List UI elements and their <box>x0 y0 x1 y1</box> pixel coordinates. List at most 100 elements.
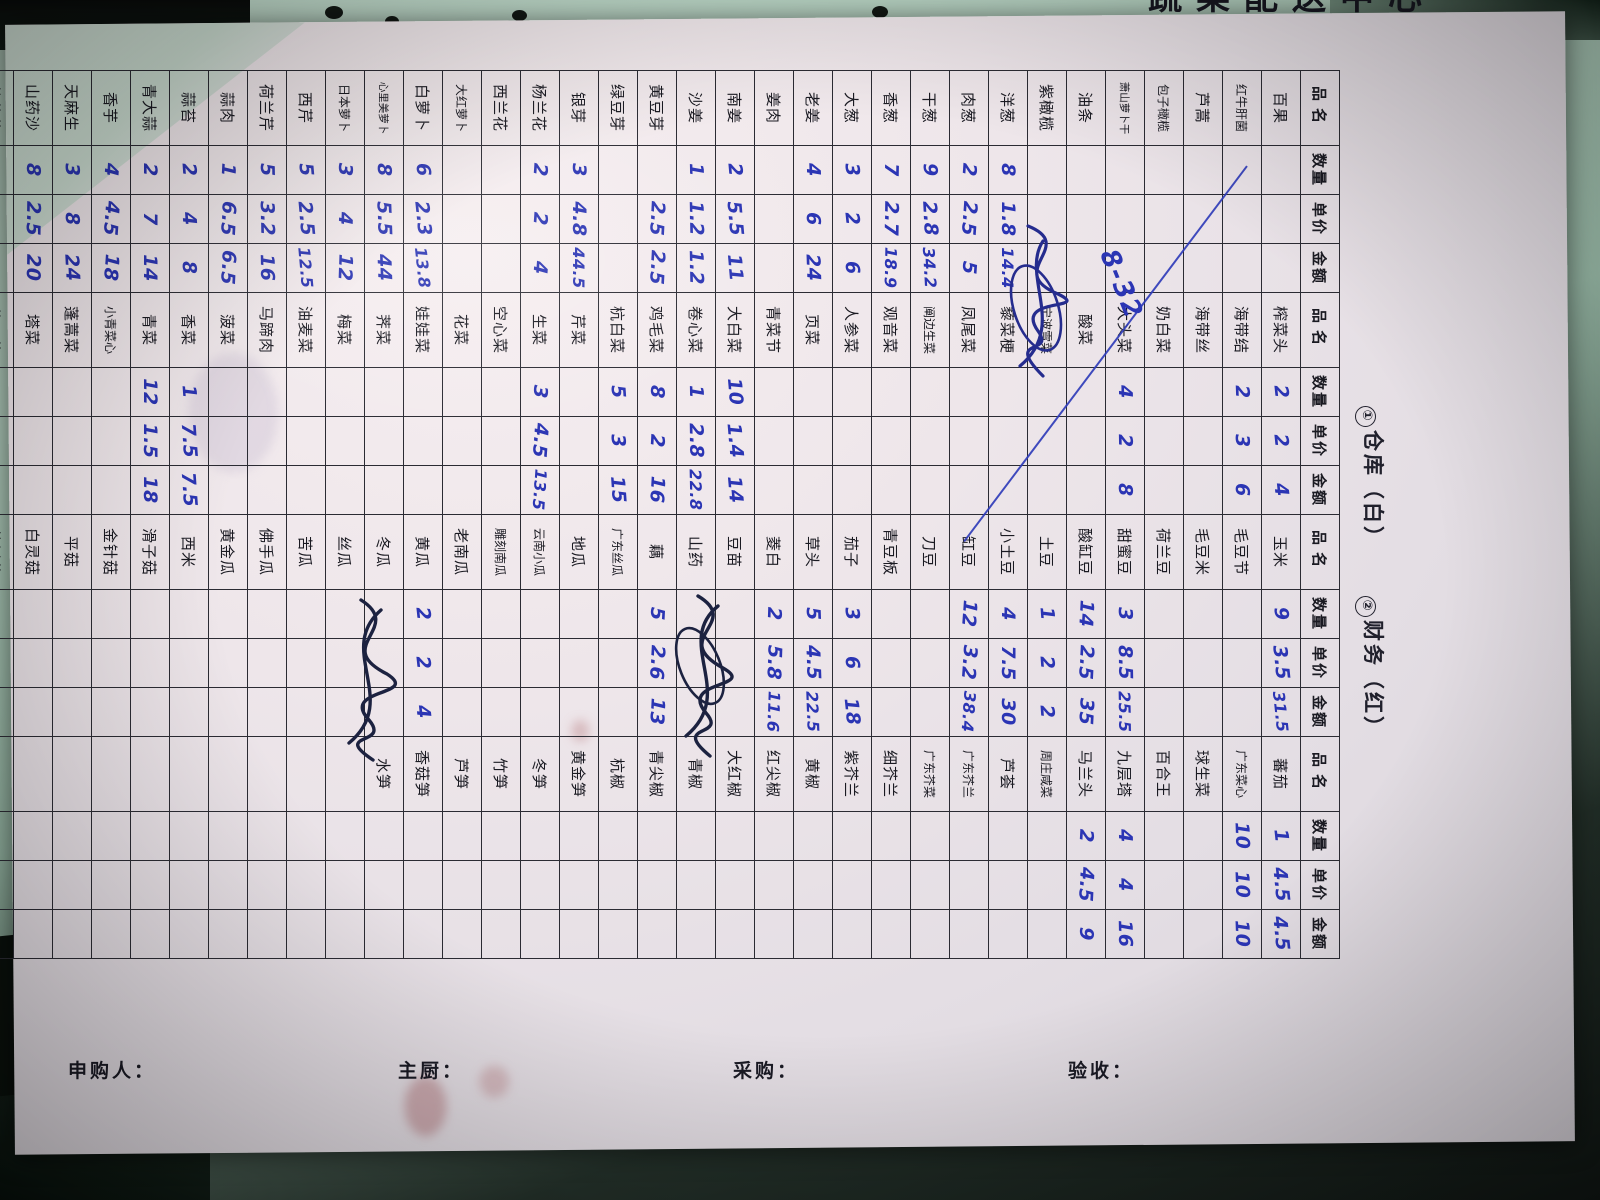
item-qty-cell[interactable] <box>169 811 209 861</box>
item-amount-cell[interactable]: 15 <box>598 465 638 515</box>
item-price-cell[interactable] <box>1261 194 1301 244</box>
item-amount-cell[interactable]: 11.6 <box>754 687 794 737</box>
item-amount-cell[interactable] <box>247 687 287 737</box>
item-price-cell[interactable] <box>91 860 131 910</box>
item-price-cell[interactable] <box>286 638 326 688</box>
item-price-cell[interactable] <box>949 860 989 910</box>
item-amount-cell[interactable]: 22.8 <box>676 465 716 515</box>
item-amount-cell[interactable] <box>676 909 716 959</box>
item-price-cell[interactable] <box>1222 638 1262 688</box>
item-price-cell[interactable]: 2.5 <box>286 194 326 244</box>
item-price-cell[interactable] <box>481 638 521 688</box>
item-qty-cell[interactable]: 4 <box>1105 367 1145 417</box>
item-amount-cell[interactable] <box>91 465 131 515</box>
item-price-cell[interactable] <box>559 860 599 910</box>
item-qty-cell[interactable] <box>481 145 521 195</box>
item-amount-cell[interactable]: 1.2 <box>676 243 716 293</box>
item-amount-cell[interactable] <box>0 687 14 737</box>
item-amount-cell[interactable] <box>754 909 794 959</box>
item-amount-cell[interactable] <box>13 687 53 737</box>
item-price-cell[interactable] <box>910 638 950 688</box>
item-amount-cell[interactable] <box>871 465 911 515</box>
item-price-cell[interactable] <box>13 416 53 466</box>
item-qty-cell[interactable] <box>13 811 53 861</box>
item-price-cell[interactable] <box>871 638 911 688</box>
item-price-cell[interactable] <box>1027 860 1067 910</box>
item-amount-cell[interactable]: 18 <box>832 687 872 737</box>
item-qty-cell[interactable] <box>754 367 794 417</box>
item-qty-cell[interactable] <box>481 367 521 417</box>
item-qty-cell[interactable] <box>52 811 92 861</box>
item-price-cell[interactable] <box>832 416 872 466</box>
item-amount-cell[interactable] <box>130 909 170 959</box>
item-price-cell[interactable] <box>1027 416 1067 466</box>
item-amount-cell[interactable] <box>754 243 794 293</box>
item-qty-cell[interactable] <box>0 589 14 639</box>
item-price-cell[interactable] <box>442 638 482 688</box>
item-amount-cell[interactable] <box>871 909 911 959</box>
item-qty-cell[interactable] <box>208 589 248 639</box>
item-amount-cell[interactable] <box>754 465 794 515</box>
item-qty-cell[interactable] <box>793 811 833 861</box>
item-amount-cell[interactable]: 6.5 <box>208 243 248 293</box>
item-price-cell[interactable]: 4.5 <box>1066 860 1106 910</box>
item-qty-cell[interactable] <box>286 367 326 417</box>
item-qty-cell[interactable] <box>1183 145 1223 195</box>
item-amount-cell[interactable] <box>871 687 911 737</box>
item-price-cell[interactable]: 5.8 <box>754 638 794 688</box>
item-price-cell[interactable] <box>481 416 521 466</box>
item-price-cell[interactable] <box>754 860 794 910</box>
item-qty-cell[interactable] <box>871 589 911 639</box>
item-amount-cell[interactable] <box>832 909 872 959</box>
item-amount-cell[interactable] <box>169 909 209 959</box>
item-amount-cell[interactable]: 16 <box>637 465 677 515</box>
item-amount-cell[interactable] <box>988 465 1028 515</box>
item-qty-cell[interactable] <box>871 811 911 861</box>
item-qty-cell[interactable] <box>1222 589 1262 639</box>
item-price-cell[interactable] <box>520 638 560 688</box>
item-price-cell[interactable] <box>0 194 14 244</box>
item-amount-cell[interactable] <box>208 465 248 515</box>
item-qty-cell[interactable] <box>442 811 482 861</box>
item-amount-cell[interactable] <box>676 687 716 737</box>
item-qty-cell[interactable] <box>247 367 287 417</box>
item-qty-cell[interactable] <box>13 367 53 417</box>
item-price-cell[interactable] <box>247 860 287 910</box>
item-qty-cell[interactable] <box>1066 145 1106 195</box>
item-price-cell[interactable] <box>598 194 638 244</box>
item-amount-cell[interactable]: 5 <box>949 243 989 293</box>
item-qty-cell[interactable]: 2 <box>520 145 560 195</box>
item-price-cell[interactable] <box>0 416 14 466</box>
item-qty-cell[interactable] <box>91 811 131 861</box>
item-price-cell[interactable] <box>247 416 287 466</box>
item-qty-cell[interactable] <box>1261 145 1301 195</box>
item-price-cell[interactable] <box>715 638 755 688</box>
item-amount-cell[interactable] <box>988 909 1028 959</box>
item-price-cell[interactable]: 2 <box>637 416 677 466</box>
item-price-cell[interactable] <box>247 638 287 688</box>
item-qty-cell[interactable]: 2 <box>169 145 209 195</box>
item-amount-cell[interactable]: 44.5 <box>559 243 599 293</box>
item-amount-cell[interactable]: 4 <box>403 687 443 737</box>
item-amount-cell[interactable] <box>91 909 131 959</box>
item-price-cell[interactable] <box>676 860 716 910</box>
item-price-cell[interactable] <box>793 416 833 466</box>
item-amount-cell[interactable] <box>325 909 365 959</box>
item-price-cell[interactable]: 3.2 <box>949 638 989 688</box>
item-amount-cell[interactable]: 22.5 <box>793 687 833 737</box>
item-price-cell[interactable] <box>325 860 365 910</box>
item-amount-cell[interactable]: 18 <box>130 465 170 515</box>
item-price-cell[interactable] <box>130 638 170 688</box>
item-qty-cell[interactable]: 10 <box>715 367 755 417</box>
item-qty-cell[interactable] <box>0 367 14 417</box>
item-amount-cell[interactable]: 24 <box>793 243 833 293</box>
item-qty-cell[interactable]: 2 <box>403 589 443 639</box>
item-amount-cell[interactable]: 20 <box>13 243 53 293</box>
item-amount-cell[interactable]: 12 <box>325 243 365 293</box>
item-qty-cell[interactable] <box>0 811 14 861</box>
item-amount-cell[interactable] <box>715 687 755 737</box>
item-price-cell[interactable] <box>1066 194 1106 244</box>
item-price-cell[interactable]: 4 <box>325 194 365 244</box>
item-amount-cell[interactable]: 13.5 <box>520 465 560 515</box>
item-qty-cell[interactable]: 1 <box>676 367 716 417</box>
